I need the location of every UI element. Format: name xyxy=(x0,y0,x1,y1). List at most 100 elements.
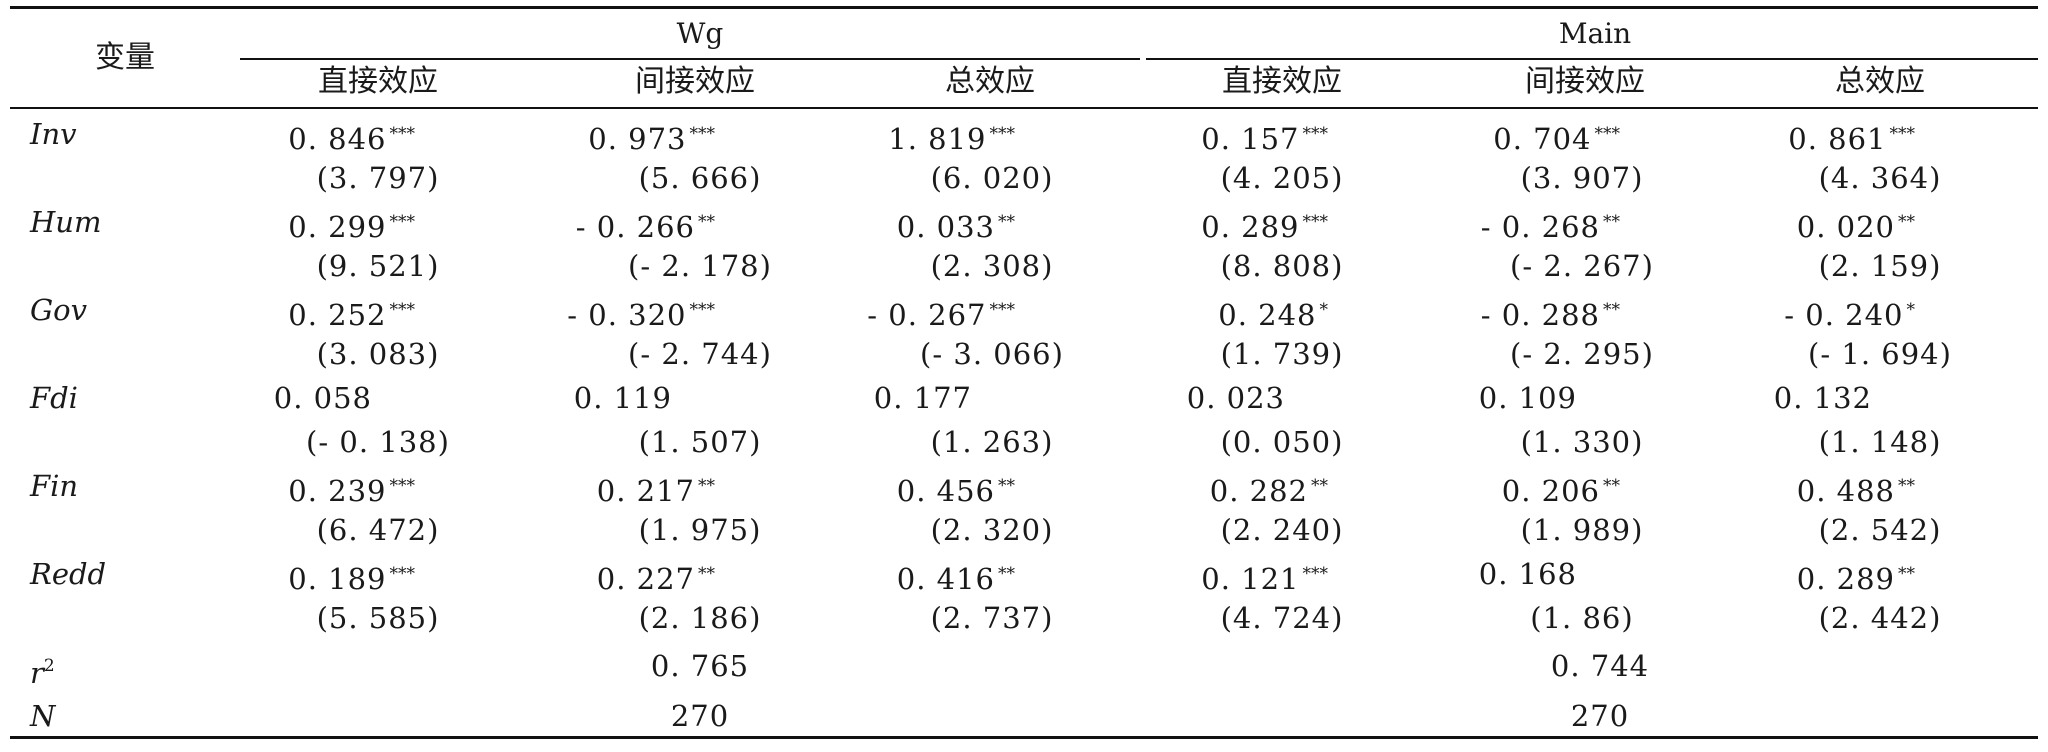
t-statistic: (2. 737) xyxy=(930,601,1054,635)
significance-stars: *** xyxy=(989,300,1016,320)
coefficient-value: 0. 217 xyxy=(596,474,695,508)
coefficient-cell: - 0. 266 ** xyxy=(495,202,715,247)
significance-stars: *** xyxy=(689,124,716,144)
table-top-rule xyxy=(10,6,2038,9)
variable-header: 变量 xyxy=(95,40,155,75)
coefficient-value: 0. 239 xyxy=(288,474,387,508)
table-header-rule xyxy=(10,107,2038,109)
coefficient-cell: 0. 189 *** xyxy=(195,554,415,599)
row-label-inv: Inv xyxy=(30,117,77,151)
significance-stars: *** xyxy=(389,300,416,320)
coefficient-cell: - 0. 268 ** xyxy=(1400,202,1620,247)
row-label-hum: Hum xyxy=(30,205,102,239)
coefficient-value: 0. 189 xyxy=(288,562,387,596)
t-statistic: (- 3. 066) xyxy=(920,337,1064,371)
coefficient-value: 0. 704 xyxy=(1493,122,1592,156)
coefficient-value: 0. 033 xyxy=(896,210,995,244)
t-statistic: (1. 86) xyxy=(1530,601,1634,635)
coefficient-value: 0. 023 xyxy=(1186,381,1285,415)
coefficient-value: 0. 289 xyxy=(1796,562,1895,596)
coefficient-cell: 0. 033 ** xyxy=(795,202,1015,247)
significance-stars: ** xyxy=(1898,476,1915,496)
t-statistic: (2. 442) xyxy=(1818,601,1942,635)
t-statistic: (1. 739) xyxy=(1220,337,1344,371)
table-bottom-rule xyxy=(10,736,2038,739)
coefficient-cell: 0. 020 ** xyxy=(1695,202,1915,247)
coefficient-value: 0. 282 xyxy=(1209,474,1308,508)
coefficient-cell: 0. 239 *** xyxy=(195,466,415,511)
coefficient-value: 0. 168 xyxy=(1478,557,1577,591)
coefficient-cell: 0. 846 *** xyxy=(195,114,415,159)
significance-stars: ** xyxy=(1898,212,1915,232)
t-statistic: (3. 797) xyxy=(316,161,440,195)
coefficient-value: - 0. 240 xyxy=(1784,298,1904,332)
significance-stars: ** xyxy=(998,564,1015,584)
coefficient-value: - 0. 320 xyxy=(567,298,687,332)
t-statistic: (3. 907) xyxy=(1520,161,1644,195)
col-header-wg-direct: 直接效应 xyxy=(318,64,438,99)
coefficient-value: 0. 058 xyxy=(273,381,372,415)
col-header-main-total: 总效应 xyxy=(1835,64,1925,99)
t-statistic: (1. 148) xyxy=(1818,425,1942,459)
r2-value-main: 0. 744 xyxy=(1550,649,1650,683)
r2-superscript: 2 xyxy=(43,656,55,676)
col-header-main-direct: 直接效应 xyxy=(1222,64,1342,99)
coefficient-cell: 1. 819 *** xyxy=(795,114,1015,159)
coefficient-value: 0. 227 xyxy=(596,562,695,596)
coefficient-cell: 0. 289 ** xyxy=(1695,554,1915,599)
t-statistic: (1. 975) xyxy=(638,513,762,547)
coefficient-cell: 0. 121 *** xyxy=(1108,554,1328,599)
r2-label: r xyxy=(30,656,44,690)
t-statistic: (6. 472) xyxy=(316,513,440,547)
coefficient-cell: 0. 861 *** xyxy=(1695,114,1915,159)
t-statistic: (1. 507) xyxy=(638,425,762,459)
n-value-main: 270 xyxy=(1570,699,1630,733)
coefficient-cell: 0. 119 xyxy=(495,378,715,418)
group-header-main: Main xyxy=(1558,17,1632,50)
t-statistic: (- 2. 744) xyxy=(628,337,772,371)
t-statistic: (2. 186) xyxy=(638,601,762,635)
significance-stars: *** xyxy=(389,476,416,496)
coefficient-value: 0. 299 xyxy=(288,210,387,244)
coefficient-cell: 0. 704 *** xyxy=(1400,114,1620,159)
t-statistic: (9. 521) xyxy=(316,249,440,283)
coefficient-value: 0. 488 xyxy=(1796,474,1895,508)
row-label-r2: r2 xyxy=(30,646,55,693)
t-statistic: (4. 724) xyxy=(1220,601,1344,635)
significance-stars: ** xyxy=(698,564,715,584)
significance-stars: ** xyxy=(1603,300,1620,320)
coefficient-value: 0. 248 xyxy=(1218,298,1317,332)
coefficient-value: 0. 416 xyxy=(896,562,995,596)
t-statistic: (- 2. 178) xyxy=(628,249,772,283)
coefficient-cell: 0. 023 xyxy=(1108,378,1328,418)
t-statistic: (5. 666) xyxy=(638,161,762,195)
coefficient-value: 0. 252 xyxy=(288,298,387,332)
t-statistic: (- 2. 267) xyxy=(1510,249,1654,283)
coefficient-value: - 0. 266 xyxy=(575,210,695,244)
group-rule-main xyxy=(1146,58,2038,60)
significance-stars: * xyxy=(1319,300,1329,320)
coefficient-cell: 0. 109 xyxy=(1400,378,1620,418)
coefficient-value: 0. 456 xyxy=(896,474,995,508)
coefficient-value: 0. 177 xyxy=(873,381,972,415)
significance-stars: *** xyxy=(989,124,1016,144)
coefficient-value: 0. 157 xyxy=(1201,122,1300,156)
group-rule-wg xyxy=(240,58,1140,60)
coefficient-cell: 0. 206 ** xyxy=(1400,466,1620,511)
coefficient-value: 1. 819 xyxy=(888,122,987,156)
col-header-wg-total: 总效应 xyxy=(945,64,1035,99)
significance-stars: ** xyxy=(1898,564,1915,584)
t-statistic: (1. 330) xyxy=(1520,425,1644,459)
row-label-n: N xyxy=(30,699,56,733)
coefficient-value: 0. 206 xyxy=(1501,474,1600,508)
t-statistic: (2. 542) xyxy=(1818,513,1942,547)
t-statistic: (2. 308) xyxy=(930,249,1054,283)
coefficient-value: 0. 020 xyxy=(1796,210,1895,244)
coefficient-cell: 0. 282 ** xyxy=(1108,466,1328,511)
coefficient-cell: 0. 058 xyxy=(195,378,415,418)
coefficient-value: 0. 861 xyxy=(1788,122,1887,156)
coefficient-cell: 0. 217 ** xyxy=(495,466,715,511)
coefficient-cell: 0. 488 ** xyxy=(1695,466,1915,511)
significance-stars: ** xyxy=(1603,212,1620,232)
row-label-fin: Fin xyxy=(30,469,79,503)
